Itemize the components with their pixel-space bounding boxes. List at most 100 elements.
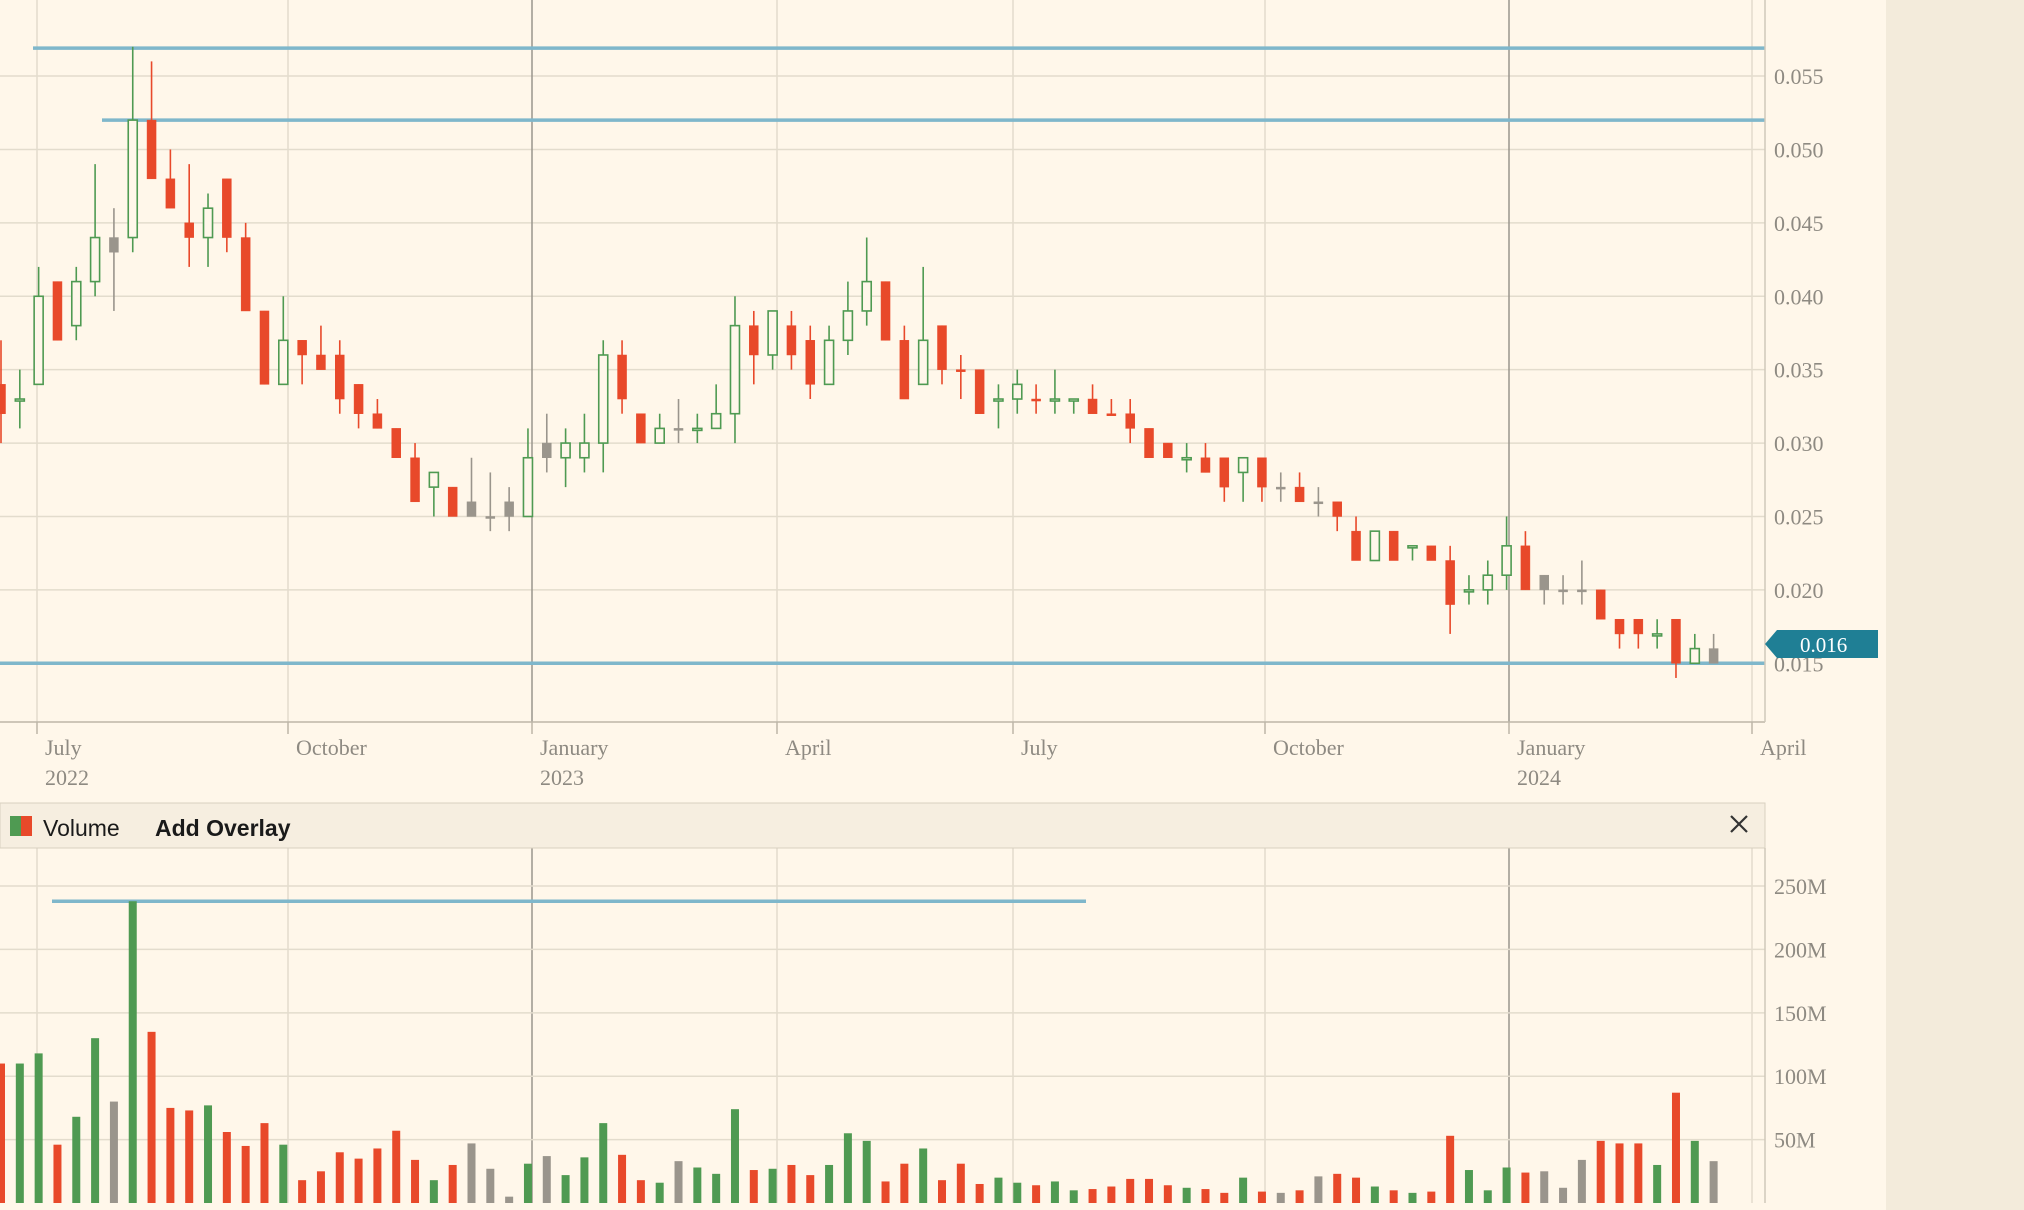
volume-bar[interactable] [1483, 1190, 1492, 1203]
volume-bar[interactable] [166, 1107, 175, 1203]
candle-body[interactable] [1445, 560, 1455, 605]
volume-bar[interactable] [599, 1123, 608, 1203]
candle-body[interactable] [974, 369, 985, 414]
volume-bar[interactable] [843, 1133, 852, 1203]
volume-bar[interactable] [1314, 1176, 1323, 1203]
candle-body[interactable] [861, 280, 873, 312]
candle-body[interactable] [1049, 398, 1061, 402]
candle-body[interactable] [1595, 589, 1606, 620]
candle-body[interactable] [917, 339, 929, 386]
candle-body[interactable] [447, 486, 458, 517]
candle-body[interactable] [165, 178, 176, 209]
candle-body[interactable] [692, 427, 703, 432]
volume-bar[interactable] [542, 1156, 551, 1203]
volume-bar[interactable] [1370, 1186, 1379, 1203]
volume-bar[interactable] [768, 1168, 777, 1203]
candle-body[interactable] [202, 207, 214, 239]
candle-body[interactable] [1144, 428, 1154, 459]
volume-bar[interactable] [1559, 1187, 1568, 1203]
volume-bar[interactable] [1709, 1161, 1718, 1203]
volume-series[interactable] [0, 899, 1718, 1203]
candle-body[interactable] [1426, 545, 1437, 561]
volume-bar[interactable] [1201, 1189, 1210, 1203]
candle-body[interactable] [654, 427, 666, 444]
candle-body[interactable] [1125, 413, 1135, 429]
candle-body[interactable] [1313, 501, 1324, 505]
candle-body[interactable] [1351, 530, 1361, 561]
volume-bar[interactable] [1446, 1135, 1455, 1203]
candle-body[interactable] [184, 222, 194, 238]
candle-body[interactable] [823, 339, 835, 386]
candle-body[interactable] [1181, 456, 1192, 461]
volume-bar[interactable] [72, 1116, 81, 1203]
volume-bar[interactable] [467, 1143, 476, 1203]
volume-bar[interactable] [1182, 1187, 1191, 1203]
candle-body[interactable] [1407, 545, 1418, 549]
volume-bar[interactable] [53, 1144, 62, 1203]
candle-body[interactable] [1520, 545, 1531, 591]
candle-body[interactable] [33, 295, 44, 386]
volume-bar[interactable] [900, 1163, 909, 1203]
volume-bar[interactable] [956, 1163, 965, 1203]
volume-bar[interactable] [91, 1038, 100, 1203]
candle-body[interactable] [353, 384, 364, 414]
candle-body[interactable] [485, 516, 496, 519]
volume-bar[interactable] [1596, 1140, 1605, 1203]
volume-bar[interactable] [862, 1140, 871, 1203]
candle-body[interactable] [710, 412, 722, 430]
volume-bar[interactable] [1615, 1143, 1624, 1203]
volume-bar[interactable] [1163, 1185, 1172, 1203]
candle-body[interactable] [1651, 633, 1663, 637]
candle-body[interactable] [466, 501, 477, 517]
candle-body[interactable] [127, 119, 139, 239]
volume-bar[interactable] [1427, 1191, 1436, 1203]
volume-bar[interactable] [1634, 1143, 1643, 1203]
candle-body[interactable] [1276, 486, 1286, 490]
candle-body[interactable] [0, 384, 6, 414]
candle-body[interactable] [504, 501, 514, 517]
candle-body[interactable] [1501, 545, 1512, 576]
volume-bar[interactable] [373, 1148, 382, 1203]
candle-body[interactable] [391, 428, 401, 459]
candle-body[interactable] [993, 398, 1004, 402]
candle-body[interactable] [1369, 530, 1381, 562]
candle-body[interactable] [1068, 398, 1080, 402]
volume-bar[interactable] [1220, 1192, 1229, 1203]
candle-body[interactable] [1219, 457, 1230, 488]
volume-bar[interactable] [523, 1163, 532, 1203]
volume-bar[interactable] [1671, 1092, 1680, 1203]
candle-body[interactable] [542, 442, 552, 459]
candle-body[interactable] [1689, 647, 1701, 665]
candle-body[interactable] [842, 310, 854, 342]
candle-body[interactable] [1257, 457, 1267, 488]
candle-body[interactable] [1463, 589, 1475, 593]
volume-bar[interactable] [994, 1177, 1003, 1203]
candle-body[interactable] [617, 354, 627, 400]
volume-bar[interactable] [34, 1053, 43, 1203]
volume-bar[interactable] [260, 1123, 269, 1203]
volume-bar[interactable] [561, 1175, 570, 1203]
candle-body[interactable] [410, 457, 420, 503]
volume-bar[interactable] [204, 1105, 213, 1203]
volume-bar[interactable] [279, 1144, 288, 1203]
volume-bar[interactable] [1050, 1181, 1059, 1203]
volume-bar[interactable] [1408, 1192, 1417, 1203]
candle-body[interactable] [1633, 618, 1644, 635]
volume-bar[interactable] [147, 1031, 156, 1203]
candle-body[interactable] [1539, 574, 1549, 591]
volume-bar[interactable] [0, 1063, 5, 1203]
volume-bar[interactable] [1333, 1173, 1342, 1203]
volume-bar[interactable] [730, 1109, 739, 1203]
candle-body[interactable] [146, 119, 157, 180]
volume-bar[interactable] [354, 1158, 363, 1203]
candle-body[interactable] [1577, 589, 1587, 593]
candle-body[interactable] [579, 442, 590, 459]
volume-bar[interactable] [1464, 1170, 1473, 1203]
candle-body[interactable] [1031, 398, 1041, 402]
volume-bar[interactable] [655, 1182, 664, 1203]
volume-bar[interactable] [448, 1164, 457, 1203]
candle-body[interactable] [1388, 530, 1399, 561]
candle-body[interactable] [1332, 501, 1342, 517]
volume-bar[interactable] [109, 1101, 118, 1203]
volume-bar[interactable] [15, 1063, 24, 1203]
